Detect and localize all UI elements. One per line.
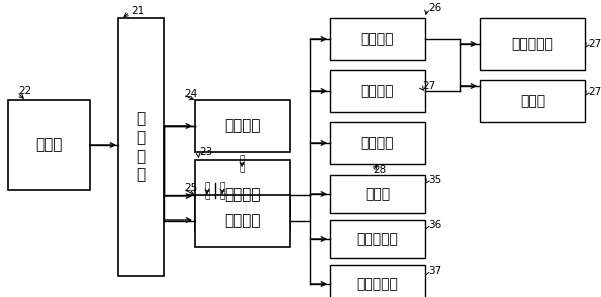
Bar [118,18,164,276]
Text: 28: 28 [373,165,386,175]
Text: 2701: 2701 [588,39,601,49]
Text: 故障检排仪: 故障检排仪 [356,232,398,246]
Text: 35: 35 [428,175,441,185]
Bar [480,18,585,70]
Text: 21: 21 [131,6,144,16]
Bar [330,175,425,213]
Text: 监
控
终
端: 监 控 终 端 [136,112,145,182]
Text: 25: 25 [184,183,197,193]
Bar [480,80,585,122]
Text: 散热器: 散热器 [365,187,390,201]
Text: 安全电控: 安全电控 [361,136,394,150]
Text: 反
馈: 反 馈 [204,182,210,201]
Text: 供
能: 供 能 [239,155,245,174]
Bar [330,70,425,112]
Bar [195,100,290,152]
Bar [195,160,290,230]
Text: 26: 26 [428,3,441,13]
Text: 控
制: 控 制 [219,182,225,201]
Text: 2702: 2702 [588,87,601,97]
Text: 37: 37 [428,266,441,276]
Text: 36: 36 [428,220,441,230]
Text: 电源机组: 电源机组 [224,187,261,203]
Text: 网络防火墙: 网络防火墙 [356,277,398,291]
Text: 24: 24 [184,89,197,99]
Bar [330,220,425,258]
Text: 23: 23 [199,147,212,157]
Text: 备用电源: 备用电源 [361,84,394,98]
Text: 云平台: 云平台 [35,138,63,152]
Text: 辅助机组: 辅助机组 [224,214,261,228]
Text: 蓄电池: 蓄电池 [520,94,545,108]
Bar [330,122,425,164]
Bar [330,18,425,60]
Text: 常用电源: 常用电源 [361,32,394,46]
Text: 22: 22 [18,86,31,96]
Text: 27: 27 [422,81,435,91]
Bar [330,265,425,297]
Text: 主机机组: 主机机组 [224,119,261,133]
Text: 太阳能光板: 太阳能光板 [511,37,554,51]
Bar [8,100,90,190]
Bar [195,195,290,247]
